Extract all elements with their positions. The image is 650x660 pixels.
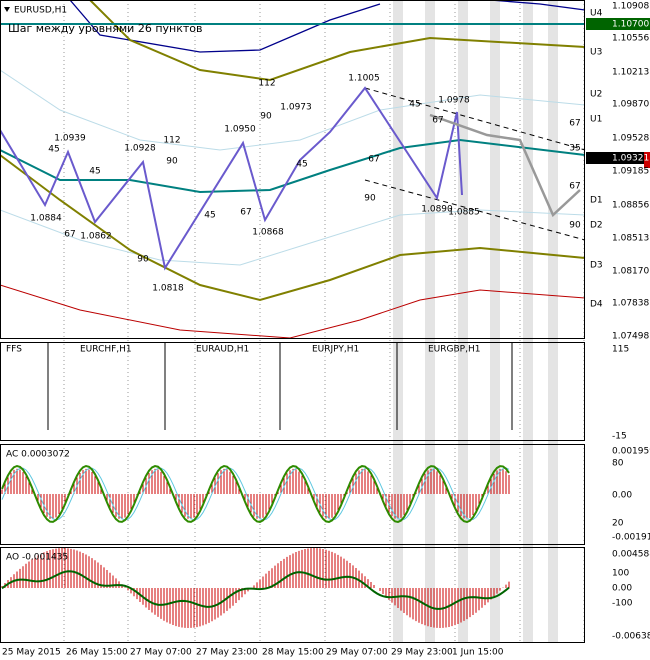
label: 45: [296, 160, 307, 170]
label: 67: [240, 208, 251, 218]
label: -100: [612, 599, 633, 609]
label: 0.00: [612, 584, 632, 594]
current-price-box: [586, 152, 650, 164]
label: 1.10213: [612, 68, 649, 78]
label: LB: [590, 154, 601, 164]
label: 27 May 07:00: [130, 648, 192, 658]
label: 90: [260, 112, 272, 122]
label: 45: [89, 167, 100, 177]
label: D1: [590, 196, 603, 206]
label: 45: [48, 145, 59, 155]
label: 1.10908: [612, 2, 649, 12]
label: 1.0884: [30, 214, 62, 224]
label: 112: [163, 136, 180, 146]
label: U1: [590, 115, 602, 125]
label: 115: [612, 345, 629, 355]
label: 1.0890: [421, 205, 453, 215]
label: 100: [612, 569, 629, 579]
label: 90: [166, 157, 178, 167]
label: 1.10700: [612, 20, 649, 30]
label: 45: [204, 211, 215, 221]
label: EURJPY,H1: [312, 345, 359, 355]
label: -15: [612, 432, 627, 442]
label: 1.0885: [448, 208, 480, 218]
label: U3: [590, 48, 602, 58]
label: FFS: [6, 345, 22, 355]
label: 1.0928: [124, 144, 156, 154]
session-shading: [393, 0, 558, 643]
menu-triangle[interactable]: [4, 7, 10, 12]
label: EURUSD,H1: [14, 6, 67, 16]
label: 90: [137, 255, 149, 265]
label: 1.0973: [280, 103, 312, 113]
label: 1.08513: [612, 234, 649, 244]
label: EURAUD,H1: [196, 345, 249, 355]
label: 1.0862: [80, 232, 112, 242]
label: 0.00: [612, 491, 632, 501]
label: U4: [590, 9, 603, 19]
label: 67: [569, 119, 580, 129]
label: 1.09870: [612, 100, 649, 110]
label: 112: [258, 79, 275, 89]
label: 1.09321: [612, 154, 649, 164]
label: 0.001959: [612, 447, 650, 457]
label: D2: [590, 221, 603, 231]
label: 35: [569, 144, 580, 154]
oscillator-sketch: [1, 464, 510, 524]
label: 1.1005: [348, 74, 380, 84]
label: 67: [569, 182, 580, 192]
label: 1.0818: [152, 284, 184, 294]
label: 1.0978: [438, 96, 470, 106]
oscillator-sketch: [1, 467, 510, 521]
label: 1.08170: [612, 267, 649, 277]
label: 90: [569, 221, 581, 231]
oscillators: [1, 464, 510, 628]
label: 1.10556: [612, 34, 649, 44]
label: 20: [612, 519, 624, 529]
label: 80: [612, 459, 624, 469]
label: 29 May 23:00: [391, 648, 453, 658]
label: 26 May 15:00: [66, 648, 128, 658]
label: D3: [590, 261, 603, 271]
label: AO -0.001435: [6, 553, 68, 563]
oscillator-sketch: [1, 570, 510, 610]
label: 1 Jun 15:00: [452, 648, 504, 658]
label: 67: [432, 116, 443, 126]
label: 1.07838: [612, 299, 649, 309]
label: 45: [409, 100, 420, 110]
label: U2: [590, 90, 602, 100]
label: -0.00638: [612, 632, 650, 642]
label: EURCHF,H1: [80, 345, 132, 355]
label: 1.08856: [612, 201, 649, 211]
label: D4: [590, 300, 603, 310]
label: 28 May 15:00: [262, 648, 324, 658]
label: 1.0950: [224, 125, 256, 135]
label: EURGBP,H1: [428, 345, 480, 355]
scroll-marker: [644, 152, 650, 168]
label: 1.07498: [612, 332, 649, 342]
panel-frames: [0, 0, 585, 643]
label: 0.004588: [612, 550, 650, 560]
label: 90: [364, 194, 376, 204]
label: 67: [64, 230, 75, 240]
label: 67: [368, 155, 379, 165]
label: 25 May 2015: [2, 648, 61, 658]
label: 29 May 07:00: [326, 648, 388, 658]
label: AC 0.0003072: [6, 450, 70, 460]
label: 1.09185: [612, 167, 649, 177]
label: 1.09528: [612, 134, 649, 144]
label: -0.00191: [612, 533, 650, 543]
label: 1.0939: [54, 134, 86, 144]
label: 27 May 23:00: [196, 648, 258, 658]
level-price-box: [586, 18, 650, 30]
label: 1.0868: [252, 228, 284, 238]
bands: [0, 0, 586, 339]
label: Шаг между уровнями 26 пунктов: [8, 22, 202, 35]
